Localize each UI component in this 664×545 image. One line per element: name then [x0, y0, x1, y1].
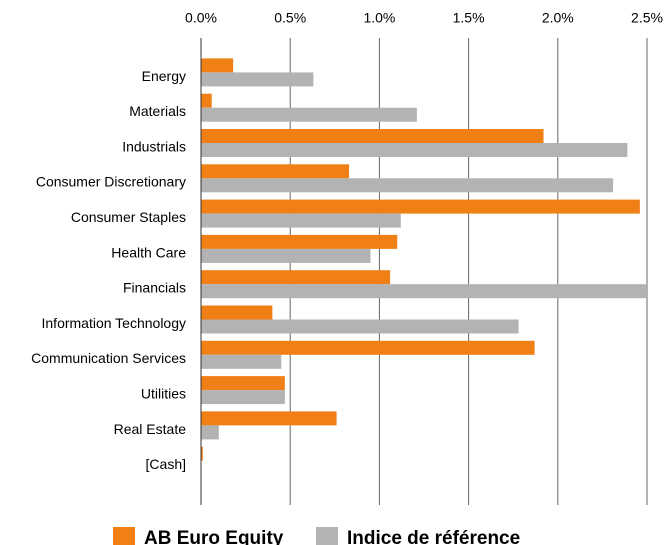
bar: [201, 390, 285, 405]
x-tick-label: 0.0%: [185, 10, 217, 26]
y-tick-label: Real Estate: [114, 421, 187, 437]
bar: [201, 58, 234, 73]
bar: [201, 425, 219, 440]
bar: [201, 199, 640, 214]
legend-label: AB Euro Equity: [144, 528, 284, 545]
bar: [201, 178, 614, 193]
x-tick-label: 2.5%: [631, 10, 663, 26]
bar: [201, 72, 314, 87]
x-tick-label: 2.0%: [542, 10, 574, 26]
x-tick-label: 0.5%: [274, 10, 306, 26]
y-tick-label: Consumer Staples: [71, 209, 186, 225]
bar: [201, 213, 401, 228]
bar: [201, 305, 273, 320]
bar: [201, 446, 203, 461]
bar: [201, 107, 417, 122]
legend-label: Indice de référence: [347, 528, 520, 545]
bar: [201, 164, 350, 179]
legend-swatch: [113, 527, 135, 545]
bar: [201, 248, 371, 263]
y-tick-label: Information Technology: [42, 315, 187, 331]
bar: [201, 284, 647, 299]
bar: [201, 270, 391, 285]
x-tick-label: 1.5%: [453, 10, 485, 26]
y-tick-label: Financials: [123, 280, 186, 296]
bar: [201, 143, 628, 157]
bar: [201, 340, 535, 355]
y-tick-label: Utilities: [141, 385, 186, 401]
y-tick-label: [Cash]: [146, 456, 186, 472]
y-tick-label: Consumer Discretionary: [36, 174, 186, 190]
bar: [201, 411, 337, 426]
y-tick-label: Materials: [129, 103, 186, 119]
bar: [201, 354, 282, 369]
y-tick-label: Communication Services: [31, 350, 186, 366]
bar: [201, 129, 544, 143]
y-tick-label: Health Care: [111, 244, 186, 260]
bar: [201, 234, 398, 249]
bar: [201, 376, 285, 391]
x-tick-label: 1.0%: [363, 10, 395, 26]
y-tick-label: Energy: [142, 68, 186, 84]
bar: [201, 93, 212, 108]
legend-swatch: [316, 527, 338, 545]
bar: [201, 319, 519, 334]
y-tick-label: Industrials: [122, 138, 186, 154]
